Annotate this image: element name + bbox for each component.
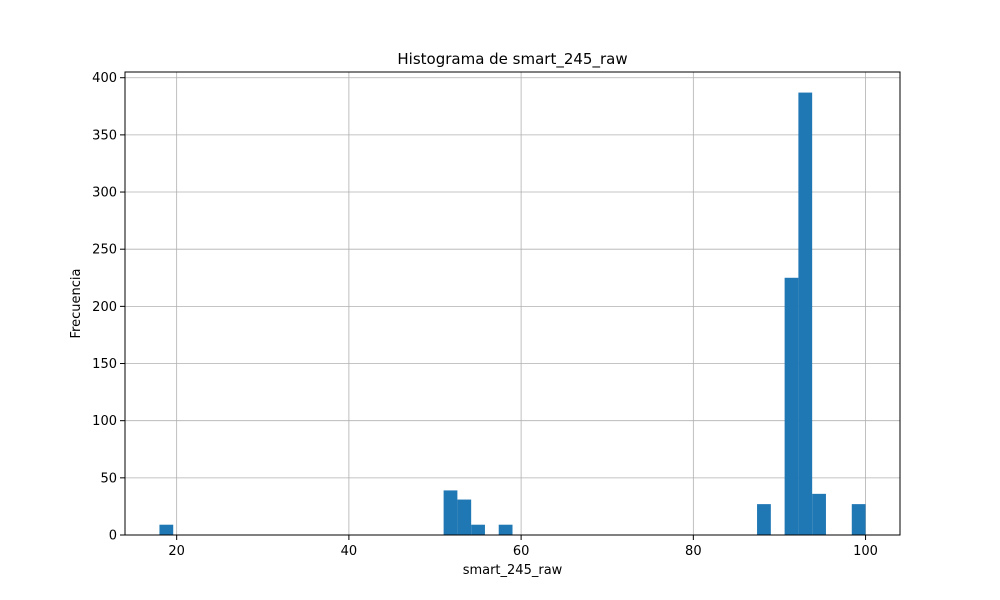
- y-axis-ticks: 0 50 100 150 200 250 300 350 400: [92, 71, 125, 544]
- histogram-bar-5: [757, 504, 771, 535]
- histogram-bars: [159, 92, 866, 536]
- y-tick-label-350: 350: [92, 128, 117, 143]
- histogram-bar-9: [851, 504, 866, 535]
- histogram-bar-0: [159, 524, 174, 535]
- y-tick-label-100: 100: [92, 414, 117, 429]
- chart-title: Histograma de smart_245_raw: [397, 50, 627, 69]
- y-tick-label-50: 50: [100, 471, 117, 486]
- y-tick-label-200: 200: [92, 300, 117, 315]
- y-axis-label: Frecuencia: [69, 269, 84, 339]
- histogram-bar-3: [471, 524, 485, 535]
- histogram-bar-7: [798, 92, 813, 536]
- x-axis-label: smart_245_raw: [463, 563, 563, 578]
- y-tick-label-400: 400: [92, 71, 117, 86]
- histogram-bar-4: [498, 524, 513, 535]
- y-tick-label-0: 0: [109, 529, 117, 544]
- x-tick-label-60: 60: [513, 544, 530, 559]
- histogram-bar-1: [443, 490, 458, 535]
- x-tick-label-80: 80: [685, 544, 702, 559]
- histogram-bar-8: [812, 493, 826, 535]
- y-tick-label-250: 250: [92, 243, 117, 258]
- histogram-bar-2: [457, 499, 472, 535]
- y-tick-label-150: 150: [92, 357, 117, 372]
- x-tick-label-40: 40: [341, 544, 358, 559]
- x-axis-ticks: 20 40 60 80 100: [168, 535, 878, 559]
- x-tick-label-20: 20: [168, 544, 185, 559]
- histogram-bar-6: [784, 277, 799, 535]
- x-tick-label-100: 100: [853, 544, 878, 559]
- y-tick-label-300: 300: [92, 186, 117, 201]
- plot-frame: [124, 71, 901, 536]
